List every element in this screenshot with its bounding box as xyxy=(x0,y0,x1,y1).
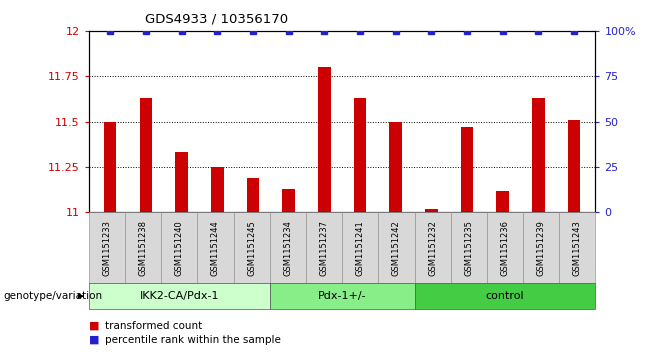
Text: GSM1151241: GSM1151241 xyxy=(356,220,365,276)
Text: GSM1151240: GSM1151240 xyxy=(175,220,184,276)
Text: IKK2-CA/Pdx-1: IKK2-CA/Pdx-1 xyxy=(139,291,219,301)
Text: GSM1151234: GSM1151234 xyxy=(284,220,292,276)
Text: GSM1151245: GSM1151245 xyxy=(247,220,256,276)
Text: GSM1151242: GSM1151242 xyxy=(392,220,401,276)
Text: GSM1151243: GSM1151243 xyxy=(573,220,582,276)
Text: GSM1151238: GSM1151238 xyxy=(139,220,147,276)
Bar xyxy=(425,209,438,212)
Bar xyxy=(497,191,509,212)
Text: percentile rank within the sample: percentile rank within the sample xyxy=(105,335,281,345)
Bar xyxy=(318,67,330,212)
Text: GSM1151236: GSM1151236 xyxy=(501,220,509,276)
Text: GSM1151237: GSM1151237 xyxy=(320,220,328,276)
Text: GSM1151235: GSM1151235 xyxy=(465,220,473,276)
Bar xyxy=(175,152,188,212)
Text: ■: ■ xyxy=(89,321,99,331)
Bar xyxy=(282,189,295,212)
Bar xyxy=(461,127,473,212)
Bar xyxy=(390,122,402,212)
Text: ■: ■ xyxy=(89,335,99,345)
Text: GSM1151233: GSM1151233 xyxy=(103,220,111,276)
Text: genotype/variation: genotype/variation xyxy=(3,291,103,301)
Bar xyxy=(354,98,367,212)
Text: transformed count: transformed count xyxy=(105,321,203,331)
Bar xyxy=(568,120,580,212)
Bar xyxy=(104,122,116,212)
Bar xyxy=(247,178,259,212)
Bar xyxy=(532,98,545,212)
Bar xyxy=(211,167,224,212)
Text: control: control xyxy=(486,291,524,301)
Text: GDS4933 / 10356170: GDS4933 / 10356170 xyxy=(145,13,288,26)
Text: GSM1151239: GSM1151239 xyxy=(537,220,545,276)
Text: GSM1151232: GSM1151232 xyxy=(428,220,437,276)
Text: Pdx-1+/-: Pdx-1+/- xyxy=(318,291,367,301)
Text: GSM1151244: GSM1151244 xyxy=(211,220,220,276)
Bar xyxy=(139,98,152,212)
